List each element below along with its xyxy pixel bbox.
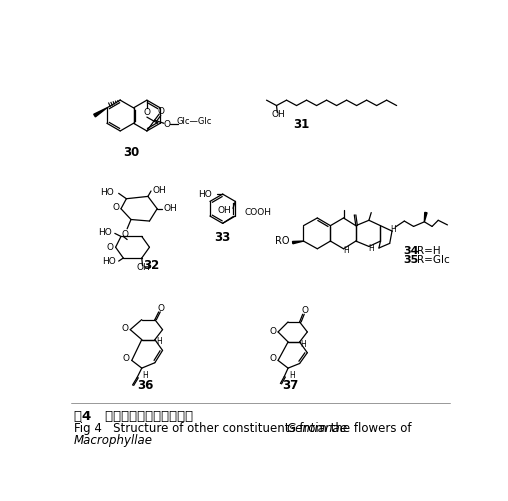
Text: 30: 30	[123, 146, 140, 159]
Polygon shape	[424, 212, 427, 222]
Text: R=Glc: R=Glc	[417, 256, 450, 266]
Text: O: O	[269, 354, 276, 363]
Text: Fig 4   Structure of other constituents from the flowers of: Fig 4 Structure of other constituents fr…	[74, 422, 415, 435]
Text: O: O	[157, 304, 165, 313]
Text: 34: 34	[403, 246, 419, 256]
Text: OH: OH	[137, 263, 150, 272]
Text: H: H	[301, 340, 306, 349]
Text: OH: OH	[152, 186, 166, 195]
Text: H: H	[156, 338, 162, 346]
Text: RO: RO	[275, 236, 290, 246]
Text: HO: HO	[102, 258, 116, 267]
Text: COOH: COOH	[244, 208, 271, 217]
Text: H: H	[289, 371, 295, 380]
Text: OH: OH	[271, 110, 285, 119]
Polygon shape	[94, 108, 107, 117]
Text: R=H: R=H	[417, 246, 440, 256]
Text: 35: 35	[403, 256, 419, 266]
Text: O: O	[107, 242, 114, 252]
Text: H: H	[143, 371, 148, 380]
Text: HO: HO	[198, 189, 212, 198]
Text: O: O	[121, 324, 129, 333]
Text: OH: OH	[164, 204, 177, 213]
Text: 36: 36	[138, 379, 154, 392]
Text: 图4   秦艽花中其他化合物结构: 图4 秦艽花中其他化合物结构	[74, 410, 193, 423]
Text: O: O	[157, 107, 164, 116]
Text: Macrophyllae: Macrophyllae	[74, 433, 153, 446]
Text: O: O	[164, 120, 170, 129]
Text: 33: 33	[214, 231, 231, 244]
Text: H: H	[368, 243, 374, 253]
Text: 37: 37	[282, 379, 299, 392]
Text: Gentianae: Gentianae	[287, 422, 347, 435]
Text: 31: 31	[293, 118, 309, 131]
Text: OH: OH	[218, 206, 232, 215]
Polygon shape	[293, 241, 303, 244]
Text: Glc—Glc: Glc—Glc	[177, 117, 212, 126]
Text: O: O	[121, 230, 129, 239]
Text: HO: HO	[100, 188, 114, 197]
Text: H: H	[391, 225, 396, 234]
Text: O: O	[302, 306, 308, 315]
Text: O: O	[123, 354, 130, 363]
Text: O: O	[113, 203, 120, 212]
Text: H: H	[343, 246, 348, 255]
Text: O: O	[269, 327, 276, 336]
Text: HO: HO	[98, 228, 112, 237]
Text: O: O	[143, 108, 150, 117]
Text: 32: 32	[144, 259, 160, 272]
